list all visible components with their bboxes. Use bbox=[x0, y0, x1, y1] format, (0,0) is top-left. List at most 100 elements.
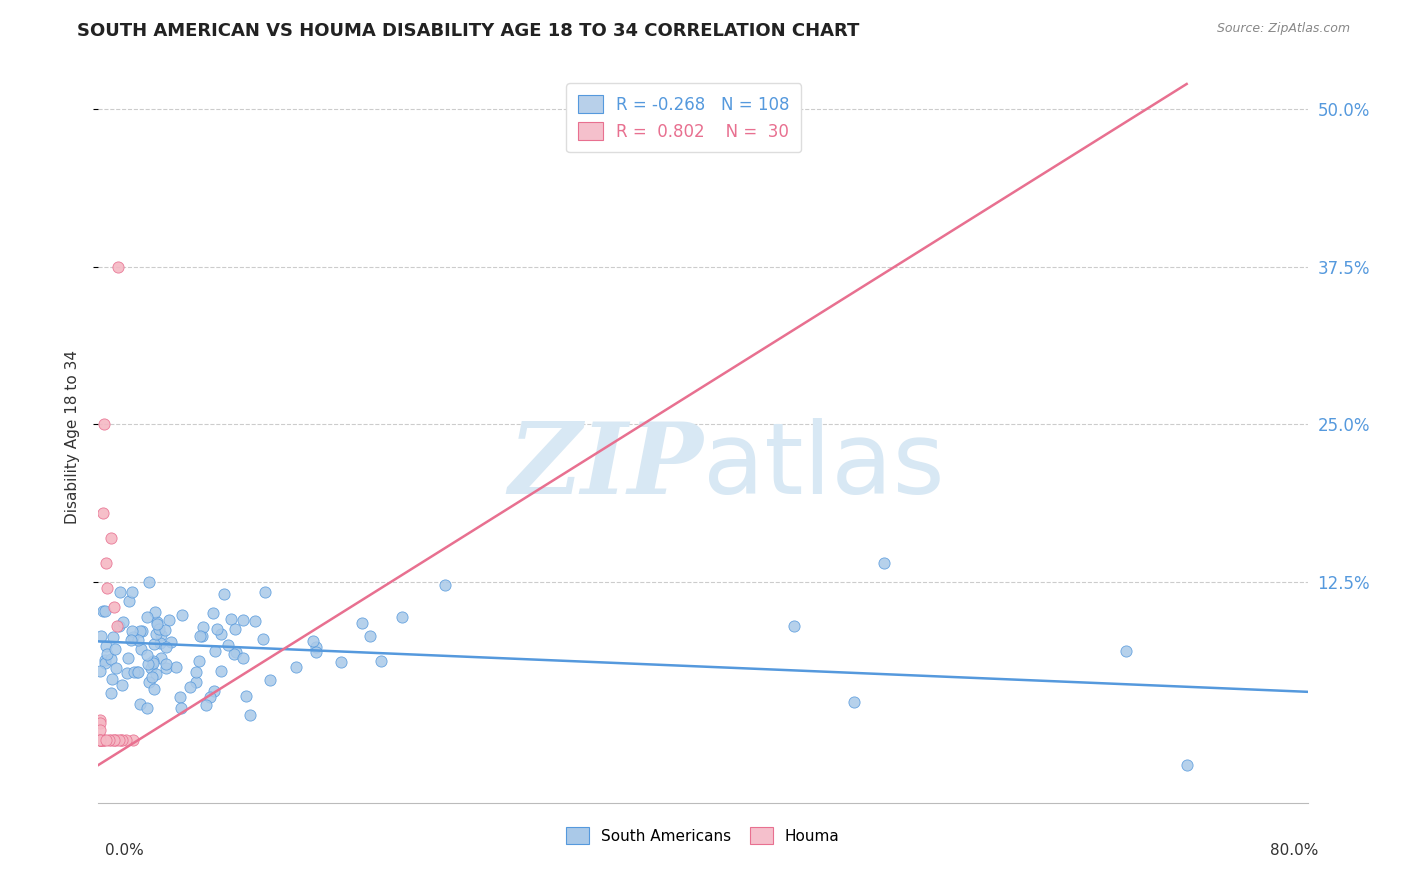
Point bbox=[121, 624, 143, 639]
Point bbox=[131, 624, 153, 639]
Text: ZIP: ZIP bbox=[508, 418, 703, 515]
Point bbox=[391, 610, 413, 624]
Point bbox=[155, 640, 177, 654]
Point bbox=[330, 656, 353, 670]
Point bbox=[100, 686, 122, 700]
Point bbox=[254, 585, 277, 599]
Point bbox=[111, 732, 134, 747]
Point bbox=[232, 613, 254, 627]
Point bbox=[148, 622, 170, 636]
Point bbox=[101, 630, 124, 644]
Point bbox=[93, 732, 115, 747]
Legend: South Americans, Houma: South Americans, Houma bbox=[560, 822, 846, 850]
Point bbox=[142, 657, 165, 671]
Point bbox=[184, 665, 207, 679]
Point bbox=[187, 654, 209, 668]
Point bbox=[136, 648, 159, 663]
Point bbox=[121, 631, 143, 645]
Point bbox=[305, 640, 328, 655]
Point bbox=[91, 732, 114, 747]
Point bbox=[225, 645, 247, 659]
Point bbox=[120, 633, 142, 648]
Point bbox=[285, 660, 308, 674]
Point bbox=[121, 732, 143, 747]
Point bbox=[93, 657, 115, 671]
Point bbox=[103, 732, 125, 747]
Point bbox=[204, 644, 226, 658]
Point bbox=[150, 628, 173, 642]
Text: Source: ZipAtlas.com: Source: ZipAtlas.com bbox=[1216, 22, 1350, 36]
Point bbox=[239, 708, 262, 723]
Point bbox=[222, 647, 245, 661]
Point bbox=[783, 619, 806, 633]
Point bbox=[136, 609, 159, 624]
Point bbox=[103, 732, 125, 747]
Text: 0.0%: 0.0% bbox=[105, 843, 145, 858]
Point bbox=[139, 661, 162, 675]
Point bbox=[136, 657, 159, 671]
Point bbox=[184, 675, 207, 690]
Point bbox=[135, 701, 157, 715]
Point bbox=[111, 678, 134, 692]
Point bbox=[844, 695, 866, 709]
Point bbox=[143, 681, 166, 696]
Point bbox=[191, 620, 214, 634]
Text: atlas: atlas bbox=[703, 417, 945, 515]
Point bbox=[91, 506, 114, 520]
Point bbox=[122, 665, 145, 679]
Point bbox=[259, 673, 281, 688]
Point bbox=[141, 670, 163, 684]
Point bbox=[143, 637, 166, 651]
Point bbox=[143, 605, 166, 619]
Point bbox=[90, 732, 112, 747]
Point bbox=[235, 689, 257, 703]
Point bbox=[96, 732, 118, 747]
Point bbox=[359, 629, 381, 643]
Point bbox=[111, 615, 134, 629]
Point bbox=[89, 732, 111, 747]
Point bbox=[100, 732, 122, 747]
Point bbox=[217, 638, 239, 652]
Text: SOUTH AMERICAN VS HOUMA DISABILITY AGE 18 TO 34 CORRELATION CHART: SOUTH AMERICAN VS HOUMA DISABILITY AGE 1… bbox=[77, 22, 859, 40]
Point bbox=[145, 666, 167, 681]
Point bbox=[125, 665, 148, 679]
Point bbox=[209, 664, 232, 678]
Point bbox=[252, 632, 274, 647]
Point bbox=[118, 594, 141, 608]
Point bbox=[94, 653, 117, 667]
Point bbox=[200, 690, 222, 705]
Point bbox=[146, 617, 169, 632]
Point bbox=[128, 624, 150, 639]
Point bbox=[94, 604, 117, 618]
Point bbox=[155, 623, 177, 637]
Point bbox=[91, 732, 114, 747]
Point bbox=[115, 666, 138, 681]
Point bbox=[1115, 644, 1137, 658]
Point bbox=[89, 664, 111, 678]
Point bbox=[157, 613, 180, 627]
Point bbox=[98, 732, 121, 747]
Point bbox=[127, 632, 149, 647]
Point bbox=[169, 690, 191, 704]
Point bbox=[370, 654, 392, 668]
Point bbox=[89, 732, 111, 747]
Point bbox=[179, 681, 201, 695]
Point bbox=[129, 698, 152, 712]
Point bbox=[117, 650, 139, 665]
Point bbox=[1175, 758, 1198, 772]
Point bbox=[165, 660, 187, 674]
Point bbox=[100, 652, 122, 666]
Point bbox=[114, 732, 136, 747]
Point bbox=[150, 651, 173, 665]
Point bbox=[105, 619, 128, 633]
Point bbox=[110, 732, 132, 747]
Point bbox=[873, 556, 896, 570]
Point bbox=[100, 673, 122, 687]
Point bbox=[190, 629, 212, 643]
Point bbox=[93, 417, 115, 432]
Point bbox=[170, 701, 193, 715]
Point bbox=[90, 629, 112, 643]
Y-axis label: Disability Age 18 to 34: Disability Age 18 to 34 bbox=[65, 350, 80, 524]
Point bbox=[302, 633, 325, 648]
Point bbox=[96, 582, 118, 596]
